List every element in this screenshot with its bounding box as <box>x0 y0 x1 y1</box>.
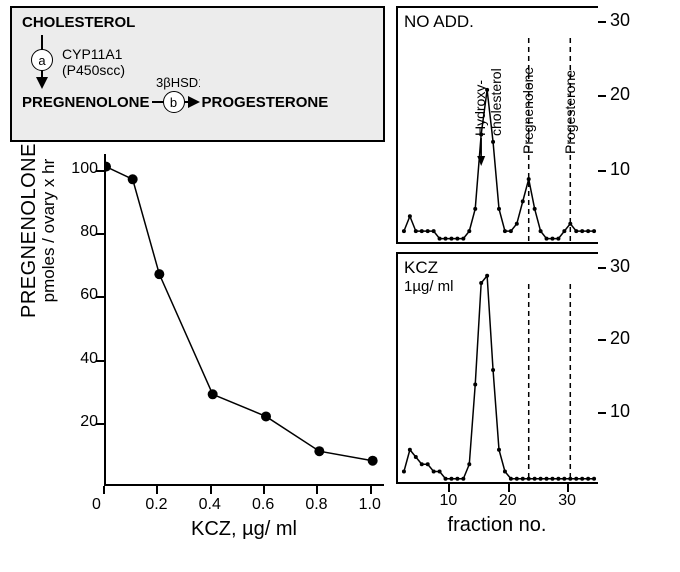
right-bot-plot: KCZ 1µg/ ml <box>396 252 598 484</box>
left-plot-area <box>104 154 384 486</box>
left-x-title: KCZ, µg/ ml <box>104 518 384 541</box>
label-preg: Pregnenolone <box>520 67 536 154</box>
label-hydroxy: Hydroxy-cholesterol <box>472 68 504 136</box>
pathway-panel: CHOLESTEROL a CYP11A1 (P450scc) PREGNENO… <box>10 6 385 142</box>
step-a-circle: a <box>31 49 53 71</box>
right-top-plot: NO ADD. Hydroxy-cholesterol Pregnenolone… <box>396 6 598 244</box>
label-prog: Progesterone <box>562 70 578 154</box>
left-y-title: PREGNENOLONE pmoles / ovary x hr <box>18 143 59 318</box>
enzyme-a-1: CYP11A1 <box>62 46 125 62</box>
bot-panel-subtitle: 1µg/ ml <box>404 278 454 295</box>
bot-panel-title: KCZ <box>404 258 438 278</box>
pathway-progesterone: PROGESTERONE <box>202 94 329 111</box>
left-chart: PREGNENOLONE pmoles / ovary x hr KCZ, µg… <box>20 148 390 568</box>
pathway-pregnenolone: PREGNENOLONE <box>22 94 150 111</box>
step-b-circle: b <box>163 91 185 113</box>
top-panel-title: NO ADD. <box>404 12 474 32</box>
pathway-cholesterol: CHOLESTEROL <box>22 14 373 31</box>
right-column: NO ADD. Hydroxy-cholesterol Pregnenolone… <box>396 6 674 566</box>
right-x-title: fraction no. <box>396 514 598 537</box>
enzyme-a-2: (P450scc) <box>62 62 125 78</box>
